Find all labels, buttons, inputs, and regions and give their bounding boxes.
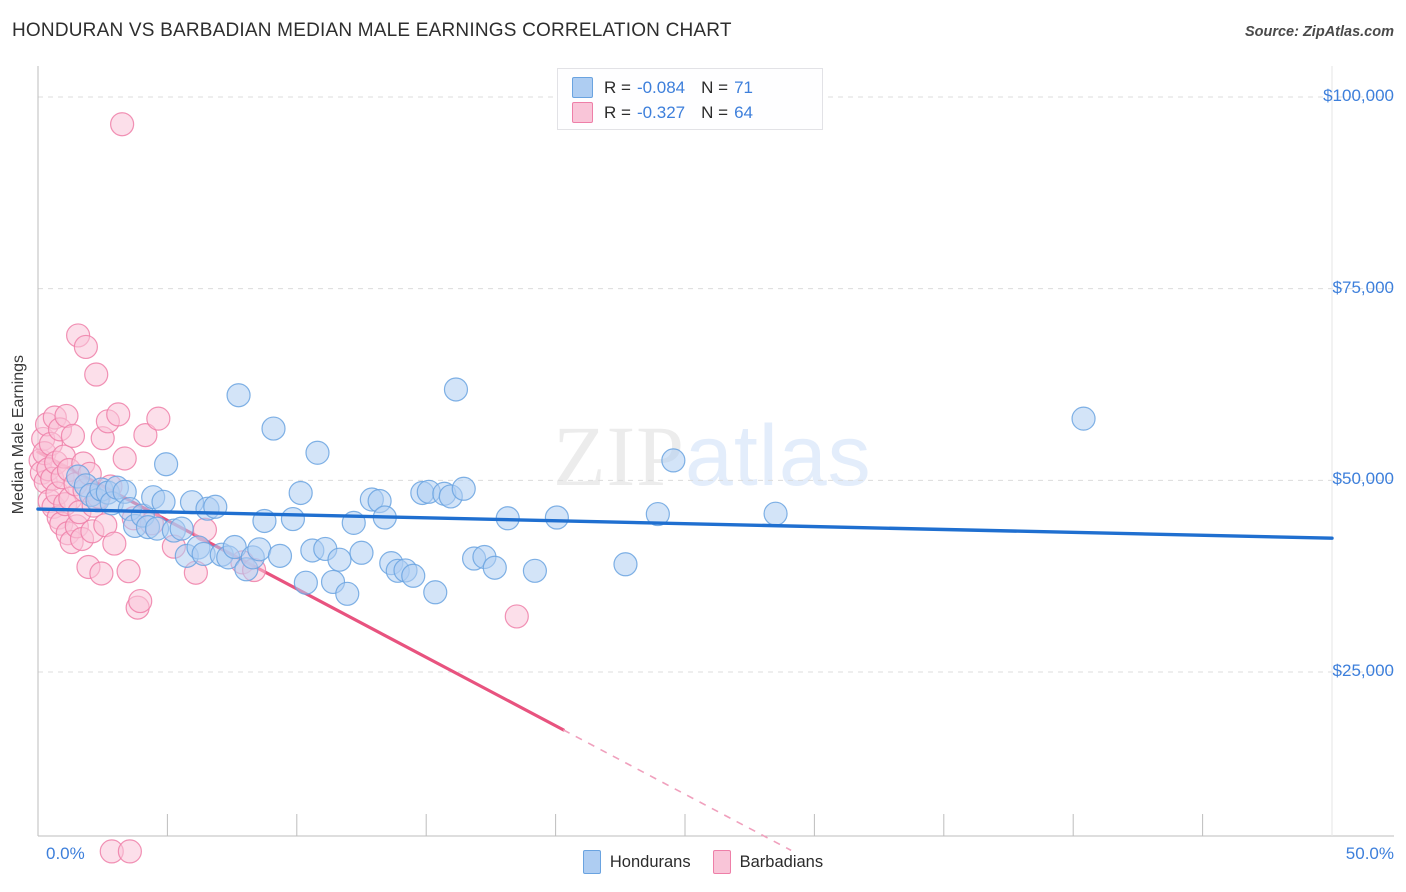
legend-swatch-hondurans	[572, 77, 593, 98]
y-tick-label-25000: $25,000	[1332, 661, 1394, 680]
scatter-point	[117, 839, 142, 864]
scatter-point	[151, 489, 176, 514]
x-tick-label-max: 50.0%	[1345, 844, 1394, 863]
x-tick-label-min: 0.0%	[46, 844, 85, 863]
scatter-point	[305, 440, 330, 465]
scatter-point	[645, 501, 670, 527]
legend-n-key-barbadians: N =	[701, 102, 729, 122]
legend-row-hondurans: R = -0.084 N = 71	[572, 75, 812, 100]
scatter-point	[661, 448, 686, 473]
scatter-point	[112, 446, 137, 471]
scatter-point	[280, 506, 306, 532]
scatter-point	[267, 543, 293, 568]
scatter-point	[116, 559, 141, 584]
series-legend-item-barbadians[interactable]: Barbadians	[712, 850, 824, 874]
y-tick-label-75000: $75,000	[1332, 277, 1394, 297]
scatter-point	[613, 552, 638, 577]
series-legend-item-hondurans[interactable]: Hondurans	[582, 850, 691, 874]
series-label-hondurans: Hondurans	[609, 852, 691, 871]
scatter-point	[293, 570, 318, 595]
scatter-point	[102, 531, 127, 556]
legend-n-key-hondurans: N =	[701, 77, 729, 97]
scatter-point	[226, 383, 251, 408]
scatter-point	[763, 501, 788, 526]
scatter-point	[327, 547, 352, 572]
series-legend: Hondurans Barbadians	[0, 850, 1406, 874]
scatter-point	[89, 561, 114, 586]
trend-line-hondurans	[36, 507, 1334, 540]
scatter-point	[443, 377, 469, 402]
legend-r-key-barbadians: R =	[604, 102, 631, 122]
scatter-point	[1071, 406, 1096, 431]
correlation-legend: R = -0.084 N = 71 R = -0.327 N = 64	[557, 68, 823, 130]
y-tick-label-50000: $50,000	[1332, 469, 1394, 489]
scatter-point	[128, 588, 153, 614]
scatter-point	[349, 540, 374, 565]
scatter-point	[423, 580, 448, 605]
legend-row-barbadians: R = -0.327 N = 64	[572, 100, 812, 125]
scatter-point	[261, 416, 286, 441]
series-label-barbadians: Barbadians	[739, 852, 824, 871]
scatter-point	[60, 423, 86, 448]
page-title: HONDURAN VS BARBADIAN MEDIAN MALE EARNIN…	[12, 20, 732, 41]
scatter-point	[288, 480, 313, 506]
series-swatch-hondurans	[582, 850, 601, 874]
scatter-point	[169, 516, 194, 541]
scatter-point	[482, 555, 507, 580]
legend-n-value-hondurans: 71	[734, 77, 753, 97]
scatter-point	[106, 402, 131, 427]
legend-r-key-hondurans: R =	[604, 77, 631, 97]
scatter-point	[522, 558, 548, 583]
y-tick-label-100000: $100,000	[1323, 86, 1394, 105]
scatter-point	[133, 423, 158, 448]
scatter-point	[146, 406, 171, 431]
scatter-point	[110, 112, 135, 137]
scatter-point	[401, 563, 426, 588]
series-swatch-barbadians	[712, 850, 731, 874]
scatter-point	[222, 534, 247, 560]
scatter-point	[504, 604, 529, 629]
scatter-point	[451, 476, 476, 501]
source-attribution: Source: ZipAtlas.com	[1244, 24, 1394, 40]
legend-n-value-barbadians: 64	[734, 102, 753, 122]
scatter-point	[84, 362, 109, 387]
scatter-point	[247, 537, 272, 562]
legend-swatch-barbadians	[572, 102, 593, 123]
scatter-point	[73, 334, 98, 360]
legend-r-value-hondurans: -0.084	[636, 77, 686, 97]
scatter-point	[154, 452, 179, 477]
scatter-point	[335, 581, 360, 606]
scatter-point	[544, 505, 569, 530]
legend-r-value-barbadians: -0.327	[636, 102, 686, 122]
